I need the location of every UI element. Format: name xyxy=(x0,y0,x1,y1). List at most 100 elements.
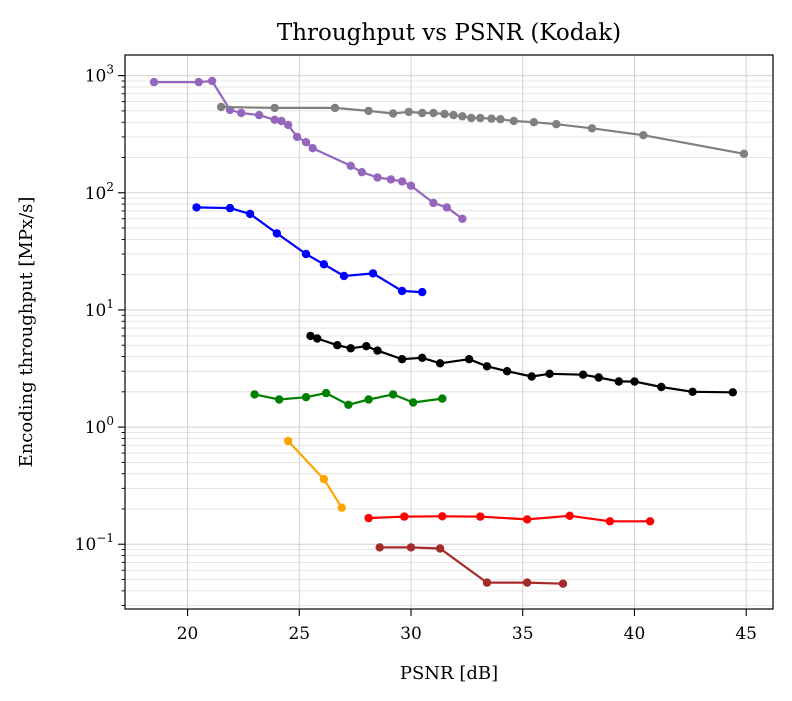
data-point xyxy=(283,120,293,130)
data-point xyxy=(527,372,536,381)
data-point xyxy=(397,355,407,364)
data-point xyxy=(344,400,353,409)
data-point xyxy=(225,203,235,213)
series-4 xyxy=(306,331,737,397)
data-point xyxy=(482,362,492,371)
data-point xyxy=(440,109,449,119)
data-point xyxy=(254,110,264,120)
data-point xyxy=(657,382,666,392)
data-point xyxy=(192,203,201,212)
data-point xyxy=(313,334,322,343)
grid xyxy=(125,55,773,609)
data-point xyxy=(418,108,427,118)
series-8 xyxy=(375,543,568,588)
data-point xyxy=(523,515,532,524)
data-point xyxy=(409,398,418,407)
series-line xyxy=(310,334,733,394)
data-point xyxy=(565,511,574,520)
data-point xyxy=(406,543,416,552)
data-point xyxy=(418,353,427,362)
data-point xyxy=(418,287,427,297)
data-point xyxy=(346,161,355,170)
y-tick-label: 10−1 xyxy=(75,531,114,555)
data-point xyxy=(292,132,302,142)
x-axis-label: PSNR [dB] xyxy=(400,663,498,684)
data-point xyxy=(283,436,293,446)
data-point xyxy=(476,113,485,123)
x-tick-label: 45 xyxy=(735,624,757,644)
data-point xyxy=(487,114,496,123)
data-point xyxy=(308,144,317,153)
data-point xyxy=(245,209,255,219)
series-6 xyxy=(283,436,346,512)
data-point xyxy=(339,271,349,281)
x-tick-label: 30 xyxy=(400,624,422,644)
data-point xyxy=(614,377,623,386)
data-point xyxy=(301,249,311,259)
series-5 xyxy=(250,388,447,409)
data-point xyxy=(435,544,445,553)
data-point xyxy=(594,373,603,382)
y-tick-label: 100 xyxy=(85,414,114,438)
data-point xyxy=(277,116,286,126)
data-point xyxy=(362,342,371,351)
data-point xyxy=(645,517,655,526)
series-line xyxy=(368,514,651,523)
axes: 10−1 100 101 102 103 20 25 30 35 40 45 xyxy=(75,63,757,644)
data-point xyxy=(216,102,226,112)
data-point xyxy=(438,394,447,403)
data-point xyxy=(319,260,329,269)
data-point xyxy=(429,108,438,118)
data-point xyxy=(467,113,476,123)
data-point xyxy=(404,107,413,117)
data-point xyxy=(558,579,568,588)
data-point xyxy=(578,370,588,379)
y-tick-label: 101 xyxy=(85,297,114,321)
data-point xyxy=(400,512,409,521)
data-point xyxy=(330,103,340,113)
data-point xyxy=(406,181,416,190)
data-point xyxy=(306,331,315,341)
series-2 xyxy=(216,102,749,158)
x-tick-label: 20 xyxy=(177,624,199,644)
data-point xyxy=(605,517,615,526)
data-point xyxy=(346,344,355,353)
chart-title: Throughput vs PSNR (Kodak) xyxy=(277,20,621,46)
series-line xyxy=(287,440,343,509)
data-point xyxy=(502,367,512,376)
data-point xyxy=(301,138,311,147)
data-point xyxy=(438,512,447,521)
data-point xyxy=(458,112,467,121)
data-point xyxy=(388,390,398,399)
series-1 xyxy=(149,76,467,223)
series-group xyxy=(149,76,749,588)
data-point xyxy=(250,390,259,399)
data-point xyxy=(301,393,311,402)
data-point xyxy=(435,359,445,368)
plot-frame xyxy=(124,54,774,610)
data-point xyxy=(368,269,378,278)
data-point xyxy=(397,177,407,186)
y-axis-label: Encoding throughput [MPx/s] xyxy=(16,197,37,468)
data-point xyxy=(429,198,438,208)
data-point xyxy=(364,106,373,116)
data-point xyxy=(739,149,749,158)
data-point xyxy=(442,203,451,212)
series-line xyxy=(196,206,423,294)
data-point xyxy=(373,346,382,355)
data-point xyxy=(319,474,329,484)
data-point xyxy=(386,175,396,184)
x-tick-label: 35 xyxy=(512,624,534,644)
data-point xyxy=(364,513,373,523)
data-point xyxy=(194,77,203,87)
data-point xyxy=(275,395,284,404)
data-point xyxy=(373,173,382,182)
data-point xyxy=(476,512,485,521)
data-point xyxy=(397,286,407,296)
data-point xyxy=(639,131,648,140)
data-point xyxy=(237,108,246,118)
data-point xyxy=(482,578,492,587)
data-point xyxy=(552,120,561,129)
y-tick-label: 102 xyxy=(85,180,114,204)
